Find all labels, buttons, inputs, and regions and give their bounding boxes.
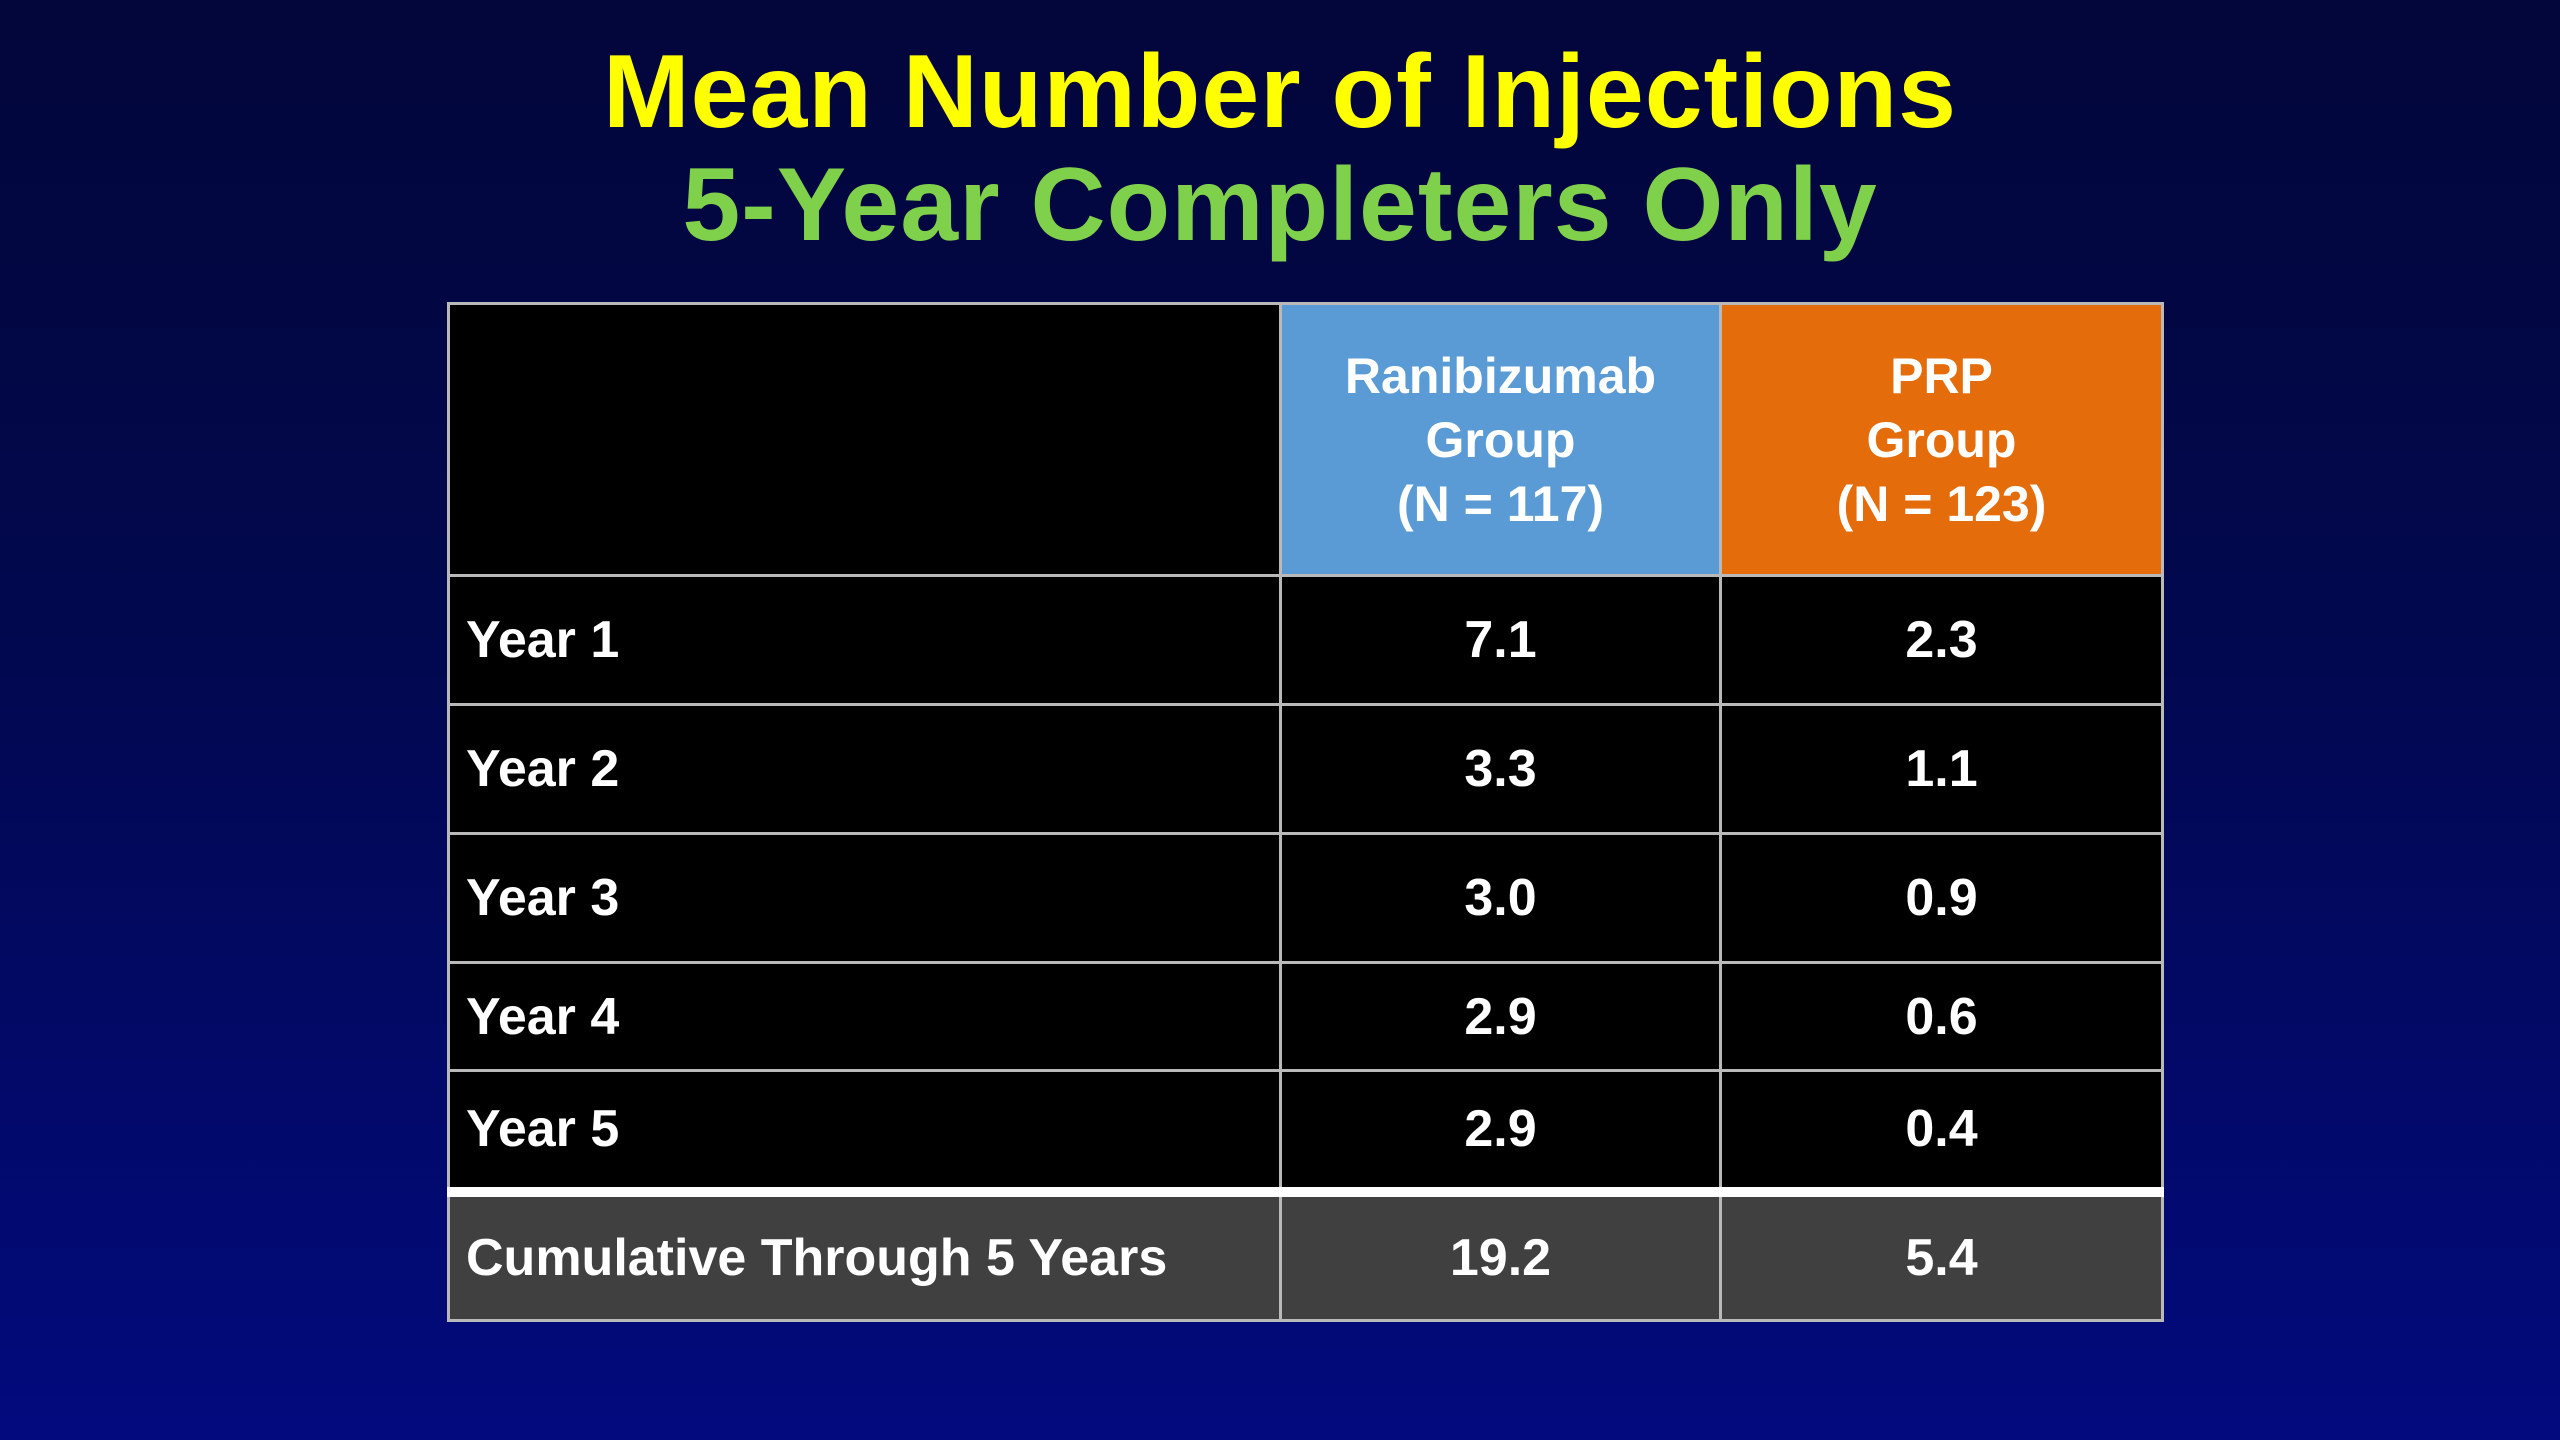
slide-title: Mean Number of Injections — [602, 34, 1958, 150]
table-row-year-1: Year 1 7.1 2.3 — [447, 574, 2164, 706]
header-ranibizumab-group-word: Group — [1425, 411, 1576, 468]
table-row-year-3: Year 3 3.0 0.9 — [447, 832, 2164, 964]
header-ranibizumab-n: (N = 117) — [1396, 475, 1605, 532]
prp-value: 0.4 — [1719, 1069, 2164, 1193]
table-row-year-5: Year 5 2.9 0.4 — [447, 1069, 2164, 1193]
ranibizumab-value: 3.3 — [1279, 703, 1722, 835]
cumulative-label: Cumulative Through 5 Years — [447, 1186, 1282, 1322]
header-empty-cell — [447, 302, 1282, 577]
prp-value: 0.6 — [1719, 961, 2164, 1072]
cumulative-prp-value: 5.4 — [1719, 1186, 2164, 1322]
header-ranibizumab-name: Ranibizumab — [1344, 347, 1657, 404]
prp-value: 0.9 — [1719, 832, 2164, 964]
header-prp-group: PRP Group (N = 123) — [1719, 302, 2164, 577]
ranibizumab-value: 7.1 — [1279, 574, 1722, 706]
row-label: Year 1 — [447, 574, 1282, 706]
ranibizumab-value: 2.9 — [1279, 961, 1722, 1072]
slide-subtitle: 5-Year Completers Only — [682, 147, 1878, 263]
row-label: Year 4 — [447, 961, 1282, 1072]
prp-value: 2.3 — [1719, 574, 2164, 706]
table-row-year-2: Year 2 3.3 1.1 — [447, 703, 2164, 835]
row-label: Year 2 — [447, 703, 1282, 835]
row-label: Year 5 — [447, 1069, 1282, 1193]
table-header-row: Ranibizumab Group (N = 117) PRP Group (N… — [447, 302, 2164, 577]
row-label: Year 3 — [447, 832, 1282, 964]
ranibizumab-value: 3.0 — [1279, 832, 1722, 964]
header-prp-group-word: Group — [1866, 411, 2017, 468]
table-row-cumulative: Cumulative Through 5 Years 19.2 5.4 — [447, 1186, 2164, 1322]
prp-value: 1.1 — [1719, 703, 2164, 835]
table-row-year-4: Year 4 2.9 0.6 — [447, 961, 2164, 1072]
ranibizumab-value: 2.9 — [1279, 1069, 1722, 1193]
header-prp-n: (N = 123) — [1836, 475, 2047, 532]
header-prp-name: PRP — [1890, 347, 1993, 404]
cumulative-ranibizumab-value: 19.2 — [1279, 1186, 1722, 1322]
header-ranibizumab-group: Ranibizumab Group (N = 117) — [1279, 302, 1722, 577]
injections-table: Ranibizumab Group (N = 117) PRP Group (N… — [447, 302, 2164, 1322]
